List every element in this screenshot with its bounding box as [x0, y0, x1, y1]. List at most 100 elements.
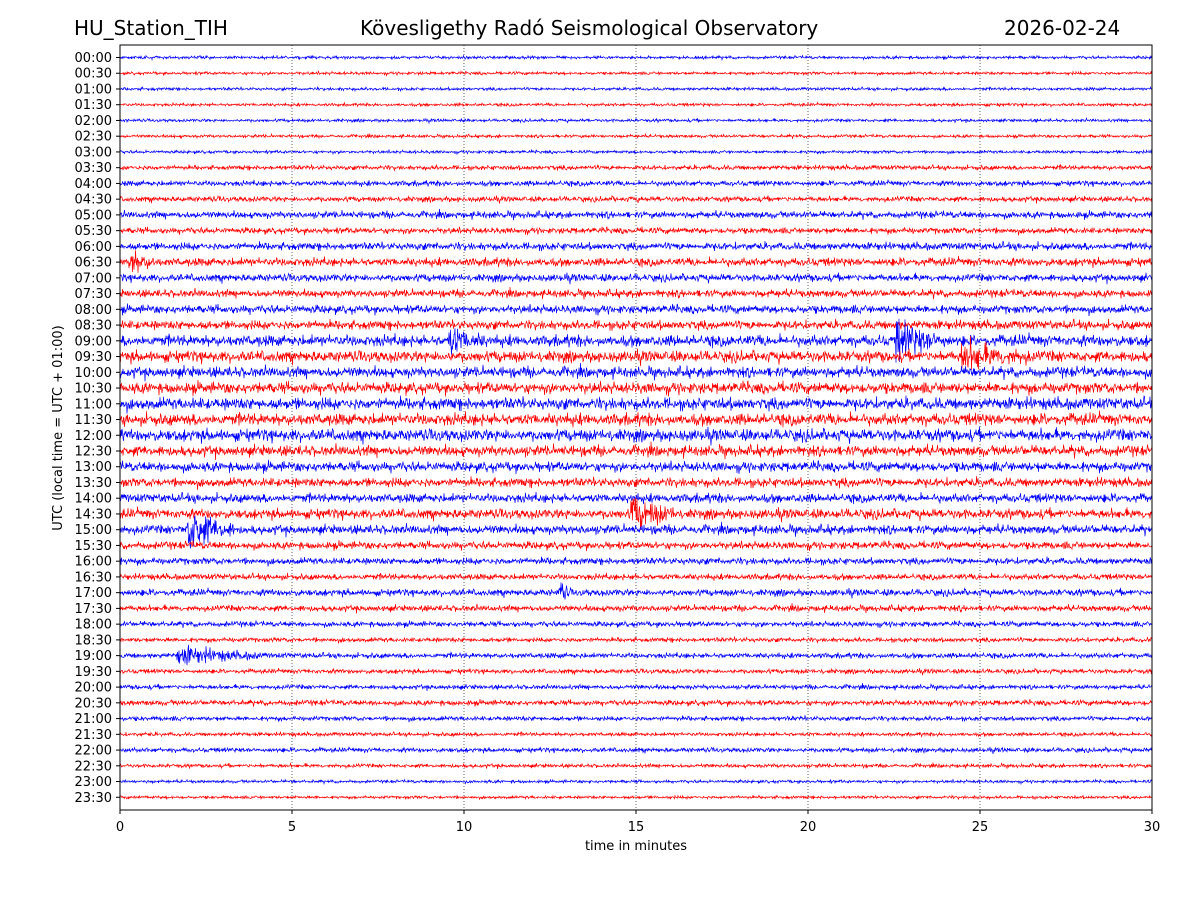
station-title: HU_Station_TIH [74, 16, 228, 40]
trace-1530 [119, 540, 1153, 552]
trace-1100 [119, 395, 1153, 414]
trace-0200 [119, 117, 1153, 125]
observatory-title: Kövesligethy Radó Seismological Observat… [360, 16, 819, 40]
trace-2230 [119, 762, 1153, 770]
y-tick-label: 07:30 [75, 287, 112, 302]
trace-1800 [119, 619, 1153, 629]
y-tick-label: 00:00 [75, 51, 112, 66]
trace-2000 [119, 682, 1153, 692]
trace-0600 [119, 240, 1153, 252]
trace-0830 [119, 318, 1153, 331]
trace-0530 [119, 226, 1153, 236]
x-tick-label: 15 [628, 820, 645, 835]
y-tick-label: 14:00 [75, 492, 112, 507]
y-tick-label: 22:00 [75, 744, 112, 759]
y-tick-label: 02:00 [75, 114, 112, 129]
y-tick-label: 09:30 [75, 350, 112, 365]
trace-0230 [119, 132, 1153, 140]
y-tick-label: 19:30 [75, 665, 112, 680]
trace-0030 [119, 69, 1153, 77]
y-tick-label: 10:30 [75, 382, 112, 397]
trace-2330 [119, 794, 1153, 801]
y-tick-label: 00:30 [75, 67, 112, 82]
trace-0330 [119, 163, 1153, 172]
trace-1130 [119, 410, 1153, 428]
y-tick-label: 03:00 [75, 145, 112, 160]
trace-2100 [119, 714, 1153, 723]
y-tick-label: 12:30 [75, 445, 112, 460]
trace-1330 [119, 476, 1153, 490]
y-tick-label: 10:00 [75, 366, 112, 381]
x-tick-label: 10 [456, 820, 473, 835]
y-tick-label: 08:30 [75, 319, 112, 334]
trace-1930 [119, 667, 1153, 676]
x-tick-label: 0 [116, 820, 124, 835]
trace-2200 [119, 746, 1153, 754]
y-tick-label: 19:00 [75, 649, 112, 664]
trace-0130 [119, 101, 1153, 109]
y-tick-label: 21:30 [75, 728, 112, 743]
trace-2300 [119, 778, 1153, 786]
trace-0500 [119, 208, 1153, 221]
y-tick-label: 18:00 [75, 618, 112, 633]
y-tick-label: 13:00 [75, 460, 112, 475]
y-tick-label: 01:00 [75, 82, 112, 97]
trace-0700 [119, 272, 1153, 285]
x-axis-label: time in minutes [585, 839, 687, 854]
trace-1230 [119, 441, 1153, 461]
y-tick-label: 08:00 [75, 303, 112, 318]
trace-1630 [119, 572, 1153, 582]
y-tick-label: 15:00 [75, 523, 112, 538]
y-tick-label: 17:30 [75, 602, 112, 617]
y-tick-label: 06:30 [75, 256, 112, 271]
y-tick-label: 02:30 [75, 130, 112, 145]
y-tick-label: 14:30 [75, 507, 112, 522]
y-tick-label: 21:00 [75, 712, 112, 727]
trace-0430 [119, 194, 1153, 204]
trace-0900 [119, 318, 1153, 363]
trace-1900 [119, 644, 1153, 666]
trace-1200 [119, 426, 1153, 446]
x-tick-label: 25 [972, 820, 989, 835]
y-tick-label: 22:30 [75, 759, 112, 774]
trace-1400 [119, 491, 1153, 505]
trace-0630 [119, 250, 1153, 273]
y-tick-label: 01:30 [75, 98, 112, 113]
y-tick-label: 17:00 [75, 586, 112, 601]
y-tick-label: 11:30 [75, 413, 112, 428]
y-tick-label: 05:30 [75, 224, 112, 239]
y-axis-label: UTC (local time = UTC + 01:00) [51, 325, 66, 530]
y-tick-label: 11:00 [75, 397, 112, 412]
trace-2030 [119, 698, 1153, 707]
trace-1430 [119, 497, 1153, 531]
y-tick-label: 13:30 [75, 476, 112, 491]
trace-1000 [119, 362, 1153, 382]
y-tick-label: 23:30 [75, 791, 112, 806]
trace-1300 [119, 459, 1153, 475]
y-tick-label: 16:30 [75, 570, 112, 585]
trace-1600 [119, 556, 1153, 567]
trace-0930 [119, 335, 1153, 370]
trace-0100 [119, 85, 1152, 93]
y-tick-label: 18:30 [75, 633, 112, 648]
plot-frame [119, 44, 1153, 811]
x-tick-label: 20 [800, 820, 817, 835]
y-tick-label: 15:30 [75, 539, 112, 554]
y-tick-label: 12:00 [75, 429, 112, 444]
trace-2130 [119, 730, 1153, 738]
trace-0800 [119, 303, 1153, 317]
y-tick-label: 05:00 [75, 208, 112, 223]
trace-1730 [119, 603, 1153, 614]
y-tick-label: 03:30 [75, 161, 112, 176]
trace-0300 [119, 148, 1153, 156]
trace-1700 [119, 582, 1153, 600]
y-tick-label: 07:00 [75, 271, 112, 286]
y-tick-label: 04:30 [75, 193, 112, 208]
y-tick-label: 09:00 [75, 334, 112, 349]
x-tick-label: 30 [1144, 820, 1161, 835]
trace-1030 [119, 379, 1153, 397]
trace-0400 [119, 179, 1153, 188]
trace-1500 [119, 515, 1153, 549]
y-tick-label: 04:00 [75, 177, 112, 192]
